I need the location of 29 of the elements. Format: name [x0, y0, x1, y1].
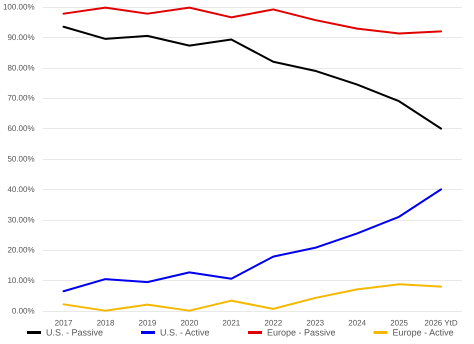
- line-series: [62, 283, 442, 312]
- x-tick-label: 2023: [306, 318, 325, 328]
- line-series: [62, 26, 442, 130]
- x-tick-label: 2019: [138, 318, 157, 328]
- x-tick-label: 2026 YtD: [424, 318, 458, 328]
- y-tick-label: 50.00%: [7, 154, 35, 164]
- x-tick-label: 2024: [348, 318, 367, 328]
- line-series: [62, 188, 442, 292]
- x-tick-label: 2017: [54, 318, 73, 328]
- y-tick-label: 20.00%: [7, 246, 35, 255]
- y-tick-label: 0.00%: [12, 306, 35, 316]
- y-tick-label: 90.00%: [7, 32, 35, 42]
- legend-label: Europe - Active: [392, 328, 454, 338]
- legend-label: Europe - Passive: [267, 328, 336, 338]
- x-tick-label: 2018: [96, 318, 115, 328]
- x-tick-label: 2022: [264, 318, 283, 328]
- legend-label: U.S. - Active: [160, 328, 210, 338]
- y-tick-label: 70.00%: [7, 94, 35, 103]
- legend-label: U.S. - Passive: [46, 328, 104, 338]
- line-series: [62, 6, 442, 34]
- y-tick-label: 30.00%: [7, 215, 35, 224]
- y-tick-label: 80.00%: [7, 63, 35, 72]
- x-tick-label: 2025: [390, 318, 409, 328]
- y-tick-label: 40.00%: [7, 184, 35, 194]
- y-tick-label: 60.00%: [7, 124, 35, 134]
- x-tick-label: 2021: [222, 318, 241, 328]
- y-tick-label: 100.00%: [2, 2, 35, 12]
- y-tick-label: 10.00%: [7, 276, 35, 286]
- x-tick-label: 2020: [180, 318, 199, 328]
